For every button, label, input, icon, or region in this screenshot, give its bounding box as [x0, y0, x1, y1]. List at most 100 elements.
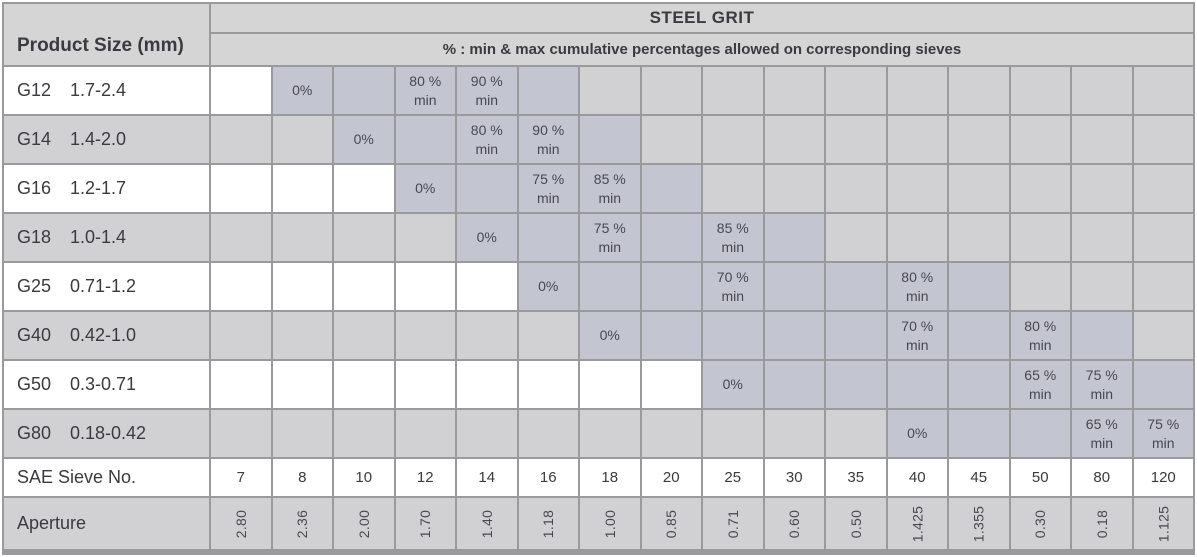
grit-cell [211, 116, 271, 163]
grit-cell: 0% [457, 214, 517, 261]
grit-cell [826, 410, 886, 457]
grit-cell [211, 214, 271, 261]
sieve-number-cell: 14 [457, 459, 517, 496]
grit-cell [703, 312, 763, 359]
product-size-range: 0.42-1.0 [70, 325, 137, 345]
grit-cell [272, 312, 332, 359]
aperture-value: 0.60 [786, 509, 803, 538]
grit-cell [887, 214, 947, 261]
grit-cell: 0% [334, 116, 394, 163]
sieve-number-cell: 80 [1072, 459, 1132, 496]
grit-cell: 80 % min [395, 67, 455, 114]
product-grade: G14 [17, 129, 52, 149]
grit-cell [703, 67, 763, 114]
grit-cell [1133, 361, 1193, 408]
grit-cell [334, 361, 394, 408]
product-size-header: Product Size (mm) [4, 4, 209, 65]
aperture-value-cell: 1.425 [887, 498, 947, 549]
aperture-value-cell: 1.355 [949, 498, 1009, 549]
aperture-value: 1.70 [417, 509, 434, 538]
grit-cell [764, 410, 824, 457]
grit-cell: 75 % min [1133, 410, 1193, 457]
grit-cell [703, 410, 763, 457]
aperture-value-cell: 1.00 [580, 498, 640, 549]
grit-cell [1010, 214, 1070, 261]
product-size-range: 1.0-1.4 [70, 227, 127, 247]
sieve-number-cell: 50 [1010, 459, 1070, 496]
grit-cell [1072, 263, 1132, 310]
aperture-value: 2.80 [232, 509, 249, 538]
aperture-value-cell: 2.36 [272, 498, 332, 549]
grit-cell: 0% [703, 361, 763, 408]
product-row-label: G14 1.4-2.0 [4, 116, 209, 163]
grit-cell: 0% [395, 165, 455, 212]
grit-cell [457, 263, 517, 310]
product-row-label: G80 0.18-0.42 [4, 410, 209, 457]
aperture-value-cell: 0.60 [764, 498, 824, 549]
grit-cell [272, 410, 332, 457]
product-size-range: 1.7-2.4 [70, 80, 127, 100]
grit-cell [764, 165, 824, 212]
grit-cell [826, 116, 886, 163]
grit-cell [334, 263, 394, 310]
aperture-value-cell: 1.125 [1133, 498, 1193, 549]
product-row-label: G25 0.71-1.2 [4, 263, 209, 310]
grit-cell [211, 67, 271, 114]
grit-cell: 85 % min [580, 165, 640, 212]
grit-cell [518, 410, 578, 457]
grit-cell [518, 214, 578, 261]
grit-cell [641, 312, 701, 359]
grit-cell [580, 263, 640, 310]
sieve-number-cell: 35 [826, 459, 886, 496]
grit-cell [949, 214, 1009, 261]
grit-cell [211, 263, 271, 310]
grit-cell [703, 116, 763, 163]
aperture-value-cell: 0.30 [1010, 498, 1070, 549]
grit-cell [334, 165, 394, 212]
grit-cell [949, 312, 1009, 359]
grit-cell [641, 361, 701, 408]
grit-cell [272, 263, 332, 310]
grit-cell [457, 361, 517, 408]
grit-cell: 65 % min [1072, 410, 1132, 457]
aperture-value-cell: 0.50 [826, 498, 886, 549]
grit-cell [826, 67, 886, 114]
grit-cell [580, 410, 640, 457]
grit-cell: 70 % min [703, 263, 763, 310]
grit-cell [334, 214, 394, 261]
grit-cell [826, 361, 886, 408]
grit-cell [1010, 410, 1070, 457]
aperture-value-cell: 0.85 [641, 498, 701, 549]
grit-cell [457, 165, 517, 212]
grit-cell [764, 361, 824, 408]
grit-cell [334, 67, 394, 114]
grit-cell [887, 67, 947, 114]
product-grade: G25 [17, 276, 52, 296]
product-grade: G18 [17, 227, 52, 247]
product-size-range: 0.3-0.71 [70, 374, 137, 394]
grit-cell [764, 263, 824, 310]
grit-cell [826, 214, 886, 261]
product-size-range: 1.2-1.7 [70, 178, 127, 198]
grit-cell [272, 214, 332, 261]
grit-cell [272, 361, 332, 408]
grit-cell [395, 312, 455, 359]
grit-cell [580, 361, 640, 408]
grit-cell [395, 116, 455, 163]
grit-cell [641, 165, 701, 212]
grit-cell: 0% [518, 263, 578, 310]
grit-cell [887, 361, 947, 408]
grit-cell [1072, 67, 1132, 114]
sieve-number-cell: 25 [703, 459, 763, 496]
grit-cell [1010, 165, 1070, 212]
grit-cell [334, 410, 394, 457]
grit-cell [395, 361, 455, 408]
grit-cell [1072, 312, 1132, 359]
sieve-number-cell: 16 [518, 459, 578, 496]
aperture-value: 0.71 [724, 509, 741, 538]
grit-cell [211, 410, 271, 457]
aperture-value-cell: 0.18 [1072, 498, 1132, 549]
product-row-label: G16 1.2-1.7 [4, 165, 209, 212]
sieve-number-cell: 7 [211, 459, 271, 496]
aperture-value: 2.36 [294, 509, 311, 538]
